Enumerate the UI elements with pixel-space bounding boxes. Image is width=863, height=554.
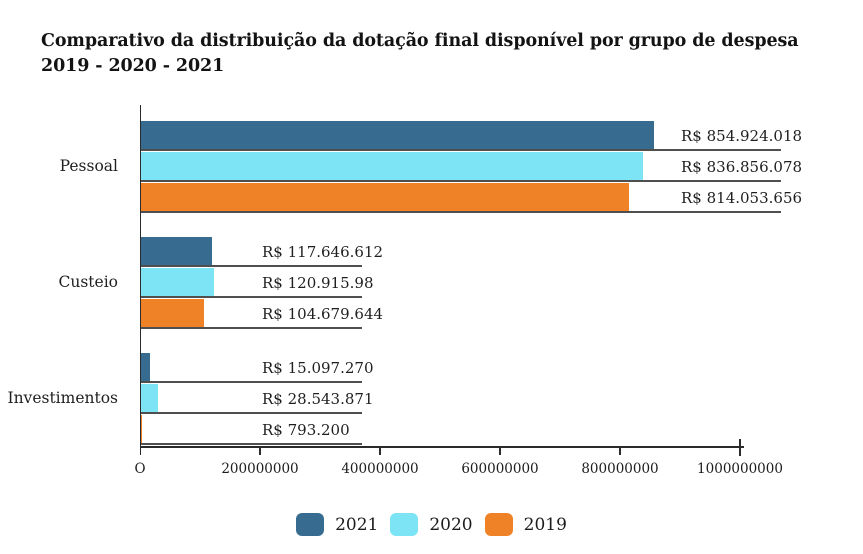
legend-label-2019: 2019 bbox=[523, 514, 567, 535]
y-axis-line bbox=[139, 105, 141, 455]
x-axis-tick bbox=[499, 447, 501, 455]
bar-2019-pessoal[interactable] bbox=[141, 183, 630, 211]
bar-baseline-rule bbox=[140, 296, 362, 298]
value-label: R$ 814.053.656 bbox=[681, 189, 803, 207]
value-label: R$ 836.856.078 bbox=[681, 158, 803, 176]
bar-baseline-rule bbox=[140, 443, 362, 445]
legend-item-2021[interactable]: 2021 bbox=[296, 513, 378, 536]
chart-title-line2: 2019 - 2020 - 2021 bbox=[41, 56, 225, 76]
bar-2021-investimentos[interactable] bbox=[141, 353, 151, 381]
bar-baseline-rule bbox=[140, 265, 362, 267]
bar-baseline-rule bbox=[140, 381, 362, 383]
legend-swatch-2021 bbox=[296, 513, 325, 536]
x-tick-label: 200000000 bbox=[221, 461, 299, 477]
value-label: R$ 28.543.871 bbox=[262, 390, 374, 408]
x-tick-label: O bbox=[134, 461, 146, 477]
value-label: R$ 793.200 bbox=[262, 421, 350, 439]
legend-swatch-2019 bbox=[484, 513, 513, 536]
x-axis-line bbox=[139, 446, 744, 448]
x-tick-label: 400000000 bbox=[341, 461, 419, 477]
bar-baseline-rule bbox=[140, 327, 362, 329]
value-label: R$ 120.915.98 bbox=[262, 274, 374, 292]
bar-2019-investimentos[interactable] bbox=[141, 415, 142, 443]
category-label-investimentos: Investimentos bbox=[7, 389, 118, 407]
category-label-custeio: Custeio bbox=[58, 273, 119, 291]
value-label: R$ 854.924.018 bbox=[681, 127, 803, 145]
x-axis-tick bbox=[259, 447, 261, 455]
legend-label-2021: 2021 bbox=[335, 514, 379, 535]
legend-label-2020: 2020 bbox=[429, 514, 473, 535]
chart-title: Comparativo da distribuição da dotação f… bbox=[41, 29, 831, 79]
x-axis-tick bbox=[619, 447, 621, 455]
x-tick-label: 800000000 bbox=[581, 461, 659, 477]
x-tick-label: 600000000 bbox=[461, 461, 539, 477]
legend-item-2019[interactable]: 2019 bbox=[484, 513, 567, 536]
value-label: R$ 104.679.644 bbox=[262, 305, 384, 323]
bar-2021-custeio[interactable] bbox=[141, 237, 212, 265]
chart-title-line1: Comparativo da distribuição da dotação f… bbox=[41, 31, 799, 51]
value-label: R$ 15.097.270 bbox=[262, 359, 374, 377]
bar-baseline-rule bbox=[140, 211, 781, 213]
bar-2020-custeio[interactable] bbox=[141, 268, 214, 296]
legend-swatch-2020 bbox=[390, 513, 419, 536]
bar-2019-custeio[interactable] bbox=[141, 299, 204, 327]
bar-baseline-rule bbox=[140, 412, 362, 414]
x-tick-label: 1000000000 bbox=[697, 461, 783, 477]
value-label: R$ 117.646.612 bbox=[262, 243, 384, 261]
bar-2021-pessoal[interactable] bbox=[141, 121, 654, 149]
bar-baseline-rule bbox=[140, 149, 781, 151]
x-axis-tick bbox=[379, 447, 381, 455]
bar-baseline-rule bbox=[140, 180, 781, 182]
bar-2020-pessoal[interactable] bbox=[141, 152, 644, 180]
legend-item-2020[interactable]: 2020 bbox=[390, 513, 473, 536]
legend: 2021 2020 2019 bbox=[0, 513, 863, 536]
bar-2020-investimentos[interactable] bbox=[141, 384, 159, 412]
category-label-pessoal: Pessoal bbox=[59, 157, 118, 175]
x-axis-end-tick bbox=[739, 439, 741, 456]
